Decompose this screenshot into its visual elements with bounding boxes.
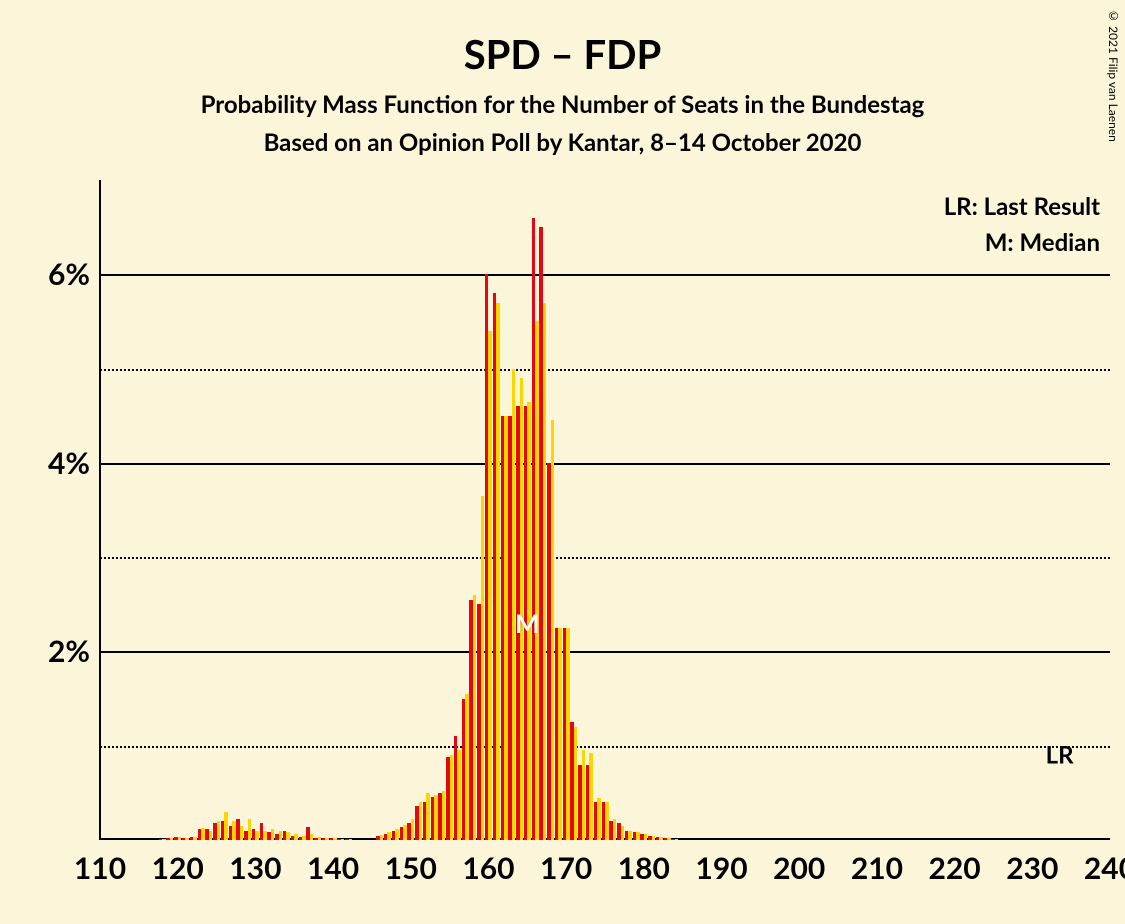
x-tick-label: 190: [695, 850, 747, 886]
bar-fdp: [162, 839, 166, 840]
bar-fdp: [318, 837, 322, 840]
plot-area: 2%4%6% 110120130140150160170180190200210…: [100, 180, 1110, 840]
bar-fdp: [395, 829, 399, 840]
legend-median: M: Median: [985, 228, 1100, 257]
bar-fdp: [589, 753, 593, 840]
x-tick-label: 240: [1084, 850, 1125, 886]
bar-fdp: [341, 839, 345, 840]
bar-fdp: [442, 791, 446, 840]
x-tick-label: 230: [1006, 850, 1058, 886]
bar-fdp: [566, 628, 570, 840]
bar-fdp: [240, 826, 244, 840]
chart-title: SPD – FDP: [0, 30, 1125, 78]
bar-fdp: [481, 496, 485, 840]
bars-container: [100, 180, 1110, 840]
x-tick-label: 110: [74, 850, 126, 886]
bar-fdp: [558, 628, 562, 840]
bar-fdp: [201, 828, 205, 840]
bar-fdp: [380, 835, 384, 840]
bar-fdp: [333, 838, 337, 840]
bar-fdp: [294, 834, 298, 840]
bar-fdp: [403, 825, 407, 840]
bar-fdp: [232, 821, 236, 840]
x-tick-label: 130: [229, 850, 281, 886]
x-tick-label: 200: [773, 850, 825, 886]
bar-fdp: [659, 837, 663, 840]
bar-fdp: [426, 793, 430, 840]
median-marker: M: [515, 607, 540, 639]
bar-fdp: [621, 826, 625, 840]
bar-fdp: [543, 303, 547, 840]
bar-fdp: [551, 420, 555, 840]
bar-fdp: [224, 812, 228, 840]
chart-subtitle-1: Probability Mass Function for the Number…: [0, 90, 1125, 119]
bar-fdp: [496, 303, 500, 840]
bar-fdp: [675, 839, 679, 840]
y-tick-label: 4%: [10, 445, 90, 481]
x-tick-label: 160: [462, 850, 514, 886]
x-tick-label: 120: [152, 850, 204, 886]
bar-fdp: [613, 819, 617, 840]
x-tick-label: 140: [307, 850, 359, 886]
x-tick-label: 220: [929, 850, 981, 886]
bar-fdp: [465, 694, 469, 840]
bar-fdp: [310, 834, 314, 840]
legend-last-result: LR: Last Result: [944, 192, 1100, 221]
bar-fdp: [217, 821, 221, 840]
x-tick-label: 210: [851, 850, 903, 886]
bar-fdp: [504, 416, 508, 840]
bar-fdp: [450, 755, 454, 840]
y-tick-label: 2%: [10, 633, 90, 669]
bar-fdp: [349, 839, 353, 840]
bar-fdp: [170, 838, 174, 840]
bar-fdp: [263, 831, 267, 840]
y-tick-label: 6%: [10, 256, 90, 292]
bar-fdp: [325, 838, 329, 840]
x-tick-label: 180: [618, 850, 670, 886]
bar-fdp: [209, 831, 213, 840]
bar-fdp: [411, 819, 415, 840]
bar-fdp: [535, 321, 539, 840]
bar-fdp: [582, 750, 586, 840]
x-tick-label: 150: [385, 850, 437, 886]
last-result-marker: LR: [1046, 741, 1074, 770]
bar-fdp: [193, 837, 197, 840]
bar-fdp: [434, 795, 438, 840]
bar-fdp: [597, 798, 601, 840]
bar-fdp: [574, 727, 578, 840]
bar-fdp: [605, 802, 609, 840]
bar-fdp: [628, 831, 632, 840]
bar-fdp: [271, 829, 275, 840]
bar-fdp: [286, 832, 290, 840]
bar-fdp: [644, 834, 648, 840]
bar-fdp: [248, 819, 252, 840]
bar-fdp: [667, 838, 671, 840]
bar-fdp: [652, 836, 656, 840]
x-tick-label: 170: [540, 850, 592, 886]
bar-fdp: [419, 802, 423, 840]
chart-subtitle-2: Based on an Opinion Poll by Kantar, 8–14…: [0, 128, 1125, 157]
bar-fdp: [636, 832, 640, 840]
bar-fdp: [457, 750, 461, 840]
bar-fdp: [387, 832, 391, 840]
bar-fdp: [302, 836, 306, 840]
bar-fdp: [488, 331, 492, 840]
bar-fdp: [255, 831, 259, 840]
bar-fdp: [279, 831, 283, 840]
bar-fdp: [185, 838, 189, 840]
bar-fdp: [473, 595, 477, 840]
bar-fdp: [512, 369, 516, 840]
bar-fdp: [178, 837, 182, 840]
